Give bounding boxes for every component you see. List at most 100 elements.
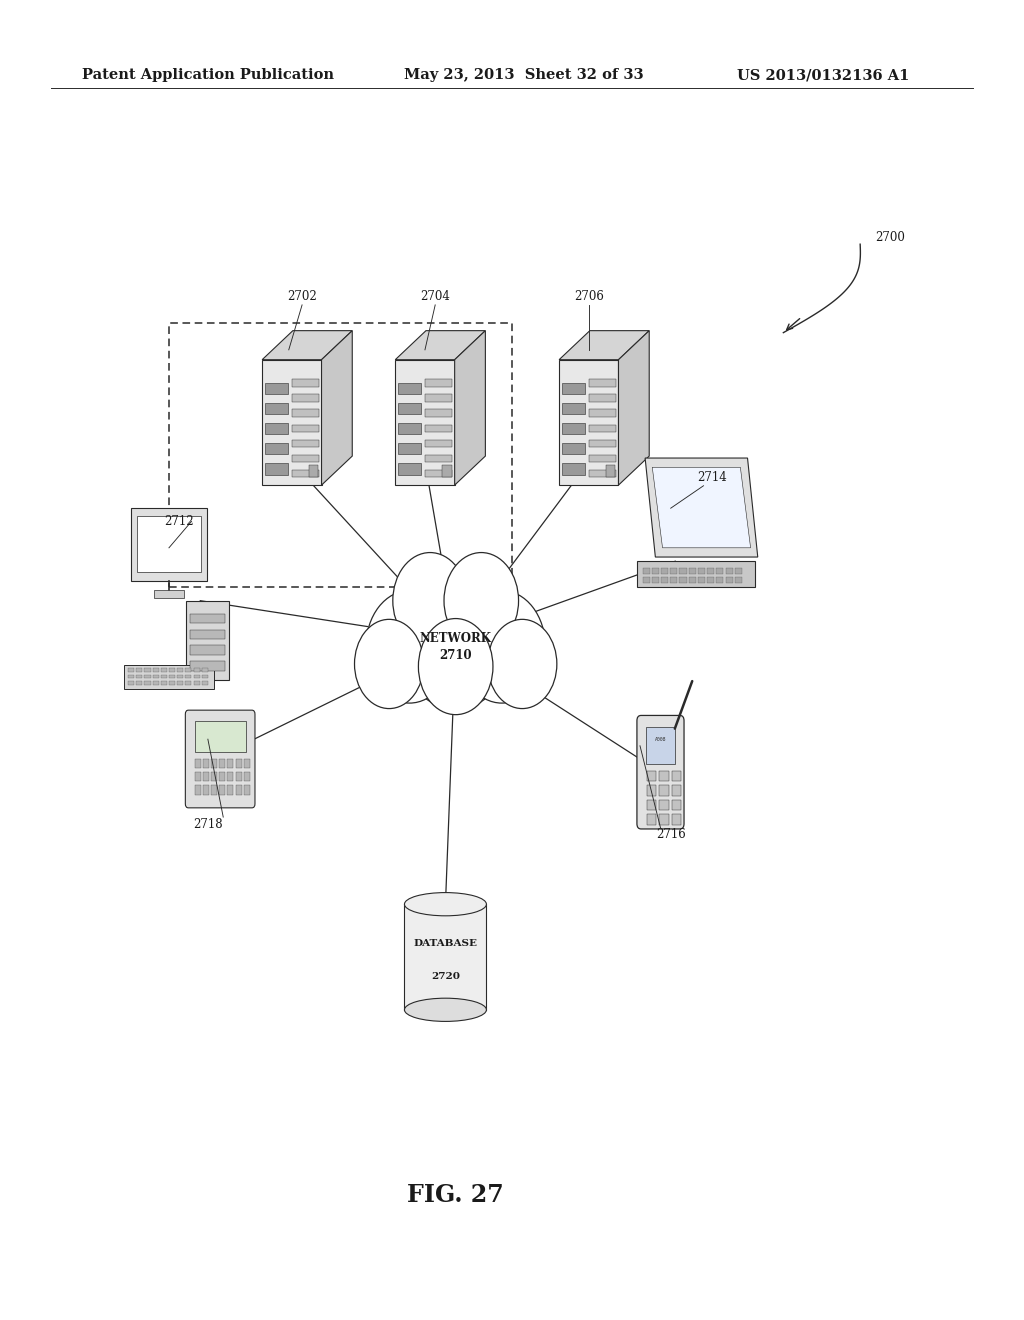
FancyBboxPatch shape xyxy=(244,785,250,795)
FancyBboxPatch shape xyxy=(211,772,217,781)
FancyBboxPatch shape xyxy=(717,568,723,574)
Circle shape xyxy=(354,619,424,709)
FancyBboxPatch shape xyxy=(643,577,650,583)
Text: DATABASE: DATABASE xyxy=(414,940,477,948)
FancyBboxPatch shape xyxy=(203,785,209,795)
FancyBboxPatch shape xyxy=(153,681,159,685)
FancyBboxPatch shape xyxy=(398,383,421,395)
FancyBboxPatch shape xyxy=(637,715,684,829)
FancyBboxPatch shape xyxy=(589,379,615,387)
FancyBboxPatch shape xyxy=(725,577,733,583)
FancyBboxPatch shape xyxy=(672,771,681,781)
FancyBboxPatch shape xyxy=(589,454,615,462)
FancyBboxPatch shape xyxy=(562,383,585,395)
FancyBboxPatch shape xyxy=(190,645,225,655)
FancyBboxPatch shape xyxy=(219,785,225,795)
FancyBboxPatch shape xyxy=(652,577,659,583)
FancyBboxPatch shape xyxy=(425,440,452,447)
FancyBboxPatch shape xyxy=(195,721,246,752)
FancyBboxPatch shape xyxy=(637,561,756,587)
FancyBboxPatch shape xyxy=(562,424,585,434)
FancyBboxPatch shape xyxy=(265,403,288,414)
FancyBboxPatch shape xyxy=(292,470,318,477)
FancyBboxPatch shape xyxy=(425,454,452,462)
FancyBboxPatch shape xyxy=(589,395,615,401)
FancyBboxPatch shape xyxy=(643,568,650,574)
Circle shape xyxy=(458,590,546,704)
FancyBboxPatch shape xyxy=(190,661,225,671)
FancyBboxPatch shape xyxy=(136,681,142,685)
Polygon shape xyxy=(559,359,618,484)
FancyBboxPatch shape xyxy=(442,465,452,477)
FancyBboxPatch shape xyxy=(589,440,615,447)
Polygon shape xyxy=(262,359,322,484)
Circle shape xyxy=(487,619,557,709)
FancyBboxPatch shape xyxy=(425,395,452,401)
FancyBboxPatch shape xyxy=(672,800,681,810)
FancyBboxPatch shape xyxy=(124,665,214,689)
FancyBboxPatch shape xyxy=(292,379,318,387)
FancyBboxPatch shape xyxy=(194,668,200,672)
FancyBboxPatch shape xyxy=(219,772,225,781)
Polygon shape xyxy=(262,330,352,359)
Text: 2706: 2706 xyxy=(573,290,604,304)
FancyBboxPatch shape xyxy=(227,785,233,795)
FancyBboxPatch shape xyxy=(292,454,318,462)
FancyBboxPatch shape xyxy=(169,668,175,672)
Polygon shape xyxy=(395,330,485,359)
FancyBboxPatch shape xyxy=(672,814,681,825)
FancyBboxPatch shape xyxy=(144,668,151,672)
FancyBboxPatch shape xyxy=(735,577,741,583)
FancyBboxPatch shape xyxy=(652,568,659,574)
FancyBboxPatch shape xyxy=(185,710,255,808)
FancyBboxPatch shape xyxy=(680,577,687,583)
FancyBboxPatch shape xyxy=(190,630,225,639)
FancyBboxPatch shape xyxy=(698,577,705,583)
Circle shape xyxy=(444,553,518,648)
FancyBboxPatch shape xyxy=(725,568,733,574)
Circle shape xyxy=(366,590,454,704)
FancyBboxPatch shape xyxy=(659,814,669,825)
FancyBboxPatch shape xyxy=(185,681,191,685)
Text: FIG. 27: FIG. 27 xyxy=(408,1183,504,1206)
Circle shape xyxy=(393,553,467,648)
FancyBboxPatch shape xyxy=(154,590,184,598)
FancyBboxPatch shape xyxy=(186,601,229,680)
FancyBboxPatch shape xyxy=(203,759,209,768)
FancyBboxPatch shape xyxy=(265,463,288,474)
FancyBboxPatch shape xyxy=(202,675,208,678)
FancyBboxPatch shape xyxy=(292,409,318,417)
FancyBboxPatch shape xyxy=(202,668,208,672)
FancyBboxPatch shape xyxy=(671,568,678,574)
Text: 2718: 2718 xyxy=(194,818,222,832)
FancyBboxPatch shape xyxy=(671,577,678,583)
Polygon shape xyxy=(455,330,485,484)
FancyBboxPatch shape xyxy=(647,771,656,781)
Text: 2702: 2702 xyxy=(287,290,317,304)
FancyBboxPatch shape xyxy=(647,814,656,825)
FancyBboxPatch shape xyxy=(195,785,201,795)
FancyBboxPatch shape xyxy=(236,759,242,768)
FancyBboxPatch shape xyxy=(128,681,134,685)
FancyBboxPatch shape xyxy=(169,675,175,678)
FancyBboxPatch shape xyxy=(398,444,421,454)
FancyBboxPatch shape xyxy=(708,568,715,574)
FancyBboxPatch shape xyxy=(309,465,318,477)
Text: 2712: 2712 xyxy=(165,515,194,528)
FancyBboxPatch shape xyxy=(647,785,656,796)
FancyBboxPatch shape xyxy=(735,568,741,574)
FancyBboxPatch shape xyxy=(185,675,191,678)
FancyBboxPatch shape xyxy=(589,470,615,477)
Text: 2704: 2704 xyxy=(420,290,451,304)
Text: 2714: 2714 xyxy=(696,471,727,484)
FancyBboxPatch shape xyxy=(425,379,452,387)
FancyBboxPatch shape xyxy=(236,785,242,795)
FancyBboxPatch shape xyxy=(190,614,225,623)
FancyBboxPatch shape xyxy=(265,444,288,454)
FancyBboxPatch shape xyxy=(244,772,250,781)
Polygon shape xyxy=(559,330,649,359)
FancyBboxPatch shape xyxy=(698,568,705,574)
FancyBboxPatch shape xyxy=(562,463,585,474)
FancyBboxPatch shape xyxy=(153,668,159,672)
Text: May 23, 2013  Sheet 32 of 33: May 23, 2013 Sheet 32 of 33 xyxy=(404,69,644,82)
